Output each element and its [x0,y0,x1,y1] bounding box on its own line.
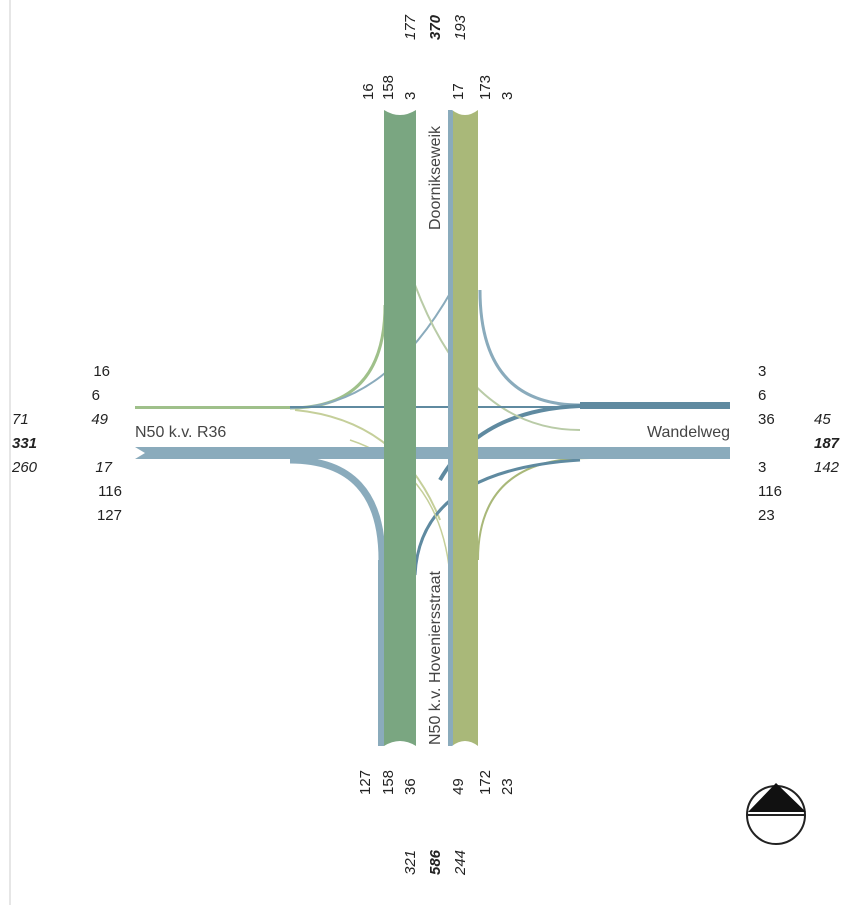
total-in: 177 [402,14,419,40]
lane-count: 23 [499,778,516,795]
lane-count: 116 [758,483,782,500]
west-totals: 71 331 260 [11,411,38,476]
road-name-east: Wandelweg [647,424,730,441]
lane-count: 36 [402,778,419,795]
lane-count: 16 [360,83,377,100]
total-out: 260 [11,459,38,476]
road-name-north: Doornikseweik [427,125,444,230]
south-lane-counts: 127 158 36 49 172 23 [357,770,516,795]
lane-count: 17 [450,83,467,100]
lane-count: 3 [758,459,766,476]
north-totals: 177 370 193 [402,14,469,40]
west-arrow-notch [135,447,145,459]
total-out: 142 [814,459,840,476]
total-sum: 586 [427,849,444,875]
flow-north-to-east [478,289,581,407]
lane-count: 116 [98,483,122,500]
flow-west-to-south [294,409,441,521]
turning-flows [289,284,591,576]
lane-count: 49 [91,411,108,428]
total-sum: 370 [427,14,444,40]
lane-count: 6 [758,387,766,404]
blue-edge-band [448,110,453,746]
east-west-through-band [135,447,730,459]
south-notch-left [384,741,416,746]
lane-count: 49 [450,778,467,795]
flow-north-to-west [289,304,387,410]
road-name-south: N50 k.v. Hoveniersstraat [427,570,444,745]
total-in: 45 [814,411,831,428]
north-notch-left [384,110,416,115]
lane-count: 17 [95,459,112,476]
flow-west-to-south-right [289,456,386,561]
east-inflow-band [580,402,730,409]
lane-count: 16 [93,363,110,380]
total-sum: 331 [12,435,37,452]
lane-count: 158 [380,75,397,100]
total-in: 321 [402,850,419,875]
olive-through-band [452,110,478,746]
north-notch-right [452,110,478,115]
lane-count: 6 [92,387,100,404]
lane-count: 23 [758,507,775,524]
total-out: 193 [452,14,469,40]
east-lane-counts: 3 6 36 3 116 23 [758,363,782,524]
south-notch-right [452,741,478,746]
lane-count: 127 [97,507,122,524]
north-south-flows [378,110,478,746]
total-out: 244 [452,850,469,876]
lane-count: 172 [477,770,494,795]
south-totals: 321 586 244 [402,849,469,876]
east-totals: 45 187 142 [814,411,840,476]
lane-count: 127 [357,770,374,795]
lane-count: 36 [758,411,775,428]
road-name-west: N50 k.v. R36 [135,424,226,441]
total-sum: 187 [814,435,840,452]
west-inflow-band [135,406,290,409]
lane-count: 3 [758,363,766,380]
flow-east-to-north [414,284,581,431]
lane-count: 3 [499,92,516,100]
north-arrow-icon [746,783,806,845]
flow-west-to-north [289,289,453,409]
west-lane-counts: 16 6 49 17 116 127 [91,363,122,524]
green-through-band [384,110,416,746]
west-east-flows [135,402,730,459]
west-east-through-band [290,406,730,408]
lane-count: 3 [402,92,419,100]
flow-east-to-south-left [477,457,591,561]
lane-count: 173 [477,75,494,100]
north-lane-counts: 16 158 3 17 173 3 [360,75,516,100]
total-in: 71 [12,411,29,428]
lane-count: 158 [380,770,397,795]
